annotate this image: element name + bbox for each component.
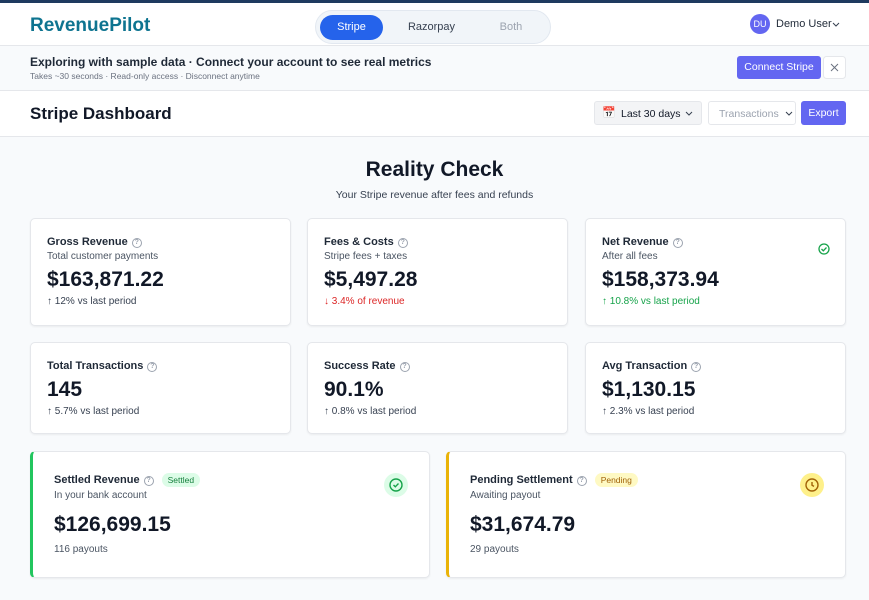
card-change: ↑ 12% vs last period <box>47 296 137 307</box>
avatar[interactable]: DU <box>750 14 770 34</box>
card-change: ↑ 2.3% vs last period <box>602 406 695 417</box>
metric-card: Net Revenue? After all fees $158,373.94 ↑ 1… <box>585 218 846 326</box>
metric-card: Avg Transaction? $1,130.15 ↑ 2.3% vs last … <box>585 342 846 434</box>
card-value: $1,130.15 <box>602 378 696 401</box>
help-icon[interactable]: ? <box>672 238 683 248</box>
settlement-card: Settled Revenue? Settled In your bank acco… <box>30 451 430 578</box>
section-title: Reality Check <box>365 158 504 181</box>
dashboard-header: Stripe Dashboard 📅 Last 30 days Transact… <box>0 91 869 137</box>
help-icon[interactable]: ? <box>399 362 410 372</box>
help-icon[interactable]: ? <box>576 476 587 486</box>
filter-select[interactable]: Transactions <box>708 101 796 125</box>
settlement-sublabel: In your bank account <box>54 490 147 501</box>
status-badge: Settled <box>161 473 201 487</box>
card-label: Success Rate? <box>324 360 410 372</box>
status-icon <box>384 473 408 497</box>
settlement-label: Pending Settlement? Pending <box>470 473 638 487</box>
section-subtitle: Your Stripe revenue after fees and refun… <box>335 189 534 201</box>
help-icon[interactable]: ? <box>131 238 142 248</box>
card-sublabel: Stripe fees + taxes <box>324 251 408 262</box>
close-button[interactable] <box>823 56 846 79</box>
check-icon <box>818 242 830 260</box>
settlement-value: $31,674.79 <box>470 513 576 536</box>
help-icon[interactable]: ? <box>397 238 408 248</box>
user-name[interactable]: Demo User <box>776 18 832 30</box>
card-change: ↑ 5.7% vs last period <box>47 406 140 417</box>
card-value: $163,871.22 <box>47 268 164 291</box>
help-icon[interactable]: ? <box>143 476 154 486</box>
metric-card: Fees & Costs? Stripe fees + taxes $5,497.2… <box>307 218 568 326</box>
card-sublabel: After all fees <box>602 251 658 262</box>
card-label: Fees & Costs? <box>324 236 408 248</box>
metric-card: Success Rate? 90.1% ↑ 0.8% vs last period <box>307 342 568 434</box>
tab[interactable]: Stripe <box>320 15 383 40</box>
settlement-value: $126,699.15 <box>54 513 171 536</box>
metric-card: Gross Revenue? Total customer payments $16… <box>30 218 291 326</box>
status-badge: Pending <box>594 473 638 487</box>
card-label: Total Transactions? <box>47 360 158 372</box>
card-change: ↑ 10.8% vs last period <box>602 296 700 307</box>
help-icon[interactable]: ? <box>147 362 158 372</box>
settlement-sublabel: Awaiting payout <box>470 490 541 501</box>
banner-subtitle: Takes ~30 seconds · Read-only access · D… <box>30 71 260 81</box>
status-icon <box>800 473 824 497</box>
card-change: ↓ 3.4% of revenue <box>324 296 405 307</box>
chevron <box>832 22 840 27</box>
metric-card: Total Transactions? 145 ↑ 5.7% vs last per… <box>30 342 291 434</box>
card-value: $158,373.94 <box>602 268 719 291</box>
card-value: $5,497.28 <box>324 268 418 291</box>
banner-title: Exploring with sample data · Connect you… <box>30 55 432 69</box>
export-button[interactable]: Export <box>801 101 846 125</box>
card-label: Avg Transaction? <box>602 360 702 372</box>
date-range-text: Last 30 days <box>621 108 681 120</box>
tab[interactable]: Both <box>499 21 523 33</box>
settlement-note: 29 payouts <box>470 544 519 555</box>
settlement-card: Pending Settlement? Pending Awaiting payou… <box>446 451 846 578</box>
source-tabs: Stripe Razorpay Both <box>315 10 551 44</box>
tab[interactable]: Razorpay <box>407 21 456 33</box>
brand[interactable]: RevenuePilot <box>30 15 151 36</box>
dashboard-title: Stripe Dashboard <box>30 104 172 123</box>
connect-button[interactable]: Connect Stripe <box>737 56 821 79</box>
top-nav: RevenuePilot Stripe Razorpay Both DU Dem… <box>0 0 869 46</box>
card-value: 90.1% <box>324 378 384 401</box>
settlement-note: 116 payouts <box>54 544 108 555</box>
date-range[interactable]: 📅 Last 30 days <box>594 101 702 125</box>
card-change: ↑ 0.8% vs last period <box>324 406 417 417</box>
settlement-label: Settled Revenue? Settled <box>54 473 201 487</box>
filter-text: Transactions <box>719 108 779 120</box>
help-icon[interactable]: ? <box>691 362 702 372</box>
card-label: Net Revenue? <box>602 236 683 248</box>
card-value: 145 <box>47 378 83 401</box>
sample-banner: Exploring with sample data · Connect you… <box>0 46 869 91</box>
card-sublabel: Total customer payments <box>47 251 159 262</box>
card-label: Gross Revenue? <box>47 236 142 248</box>
